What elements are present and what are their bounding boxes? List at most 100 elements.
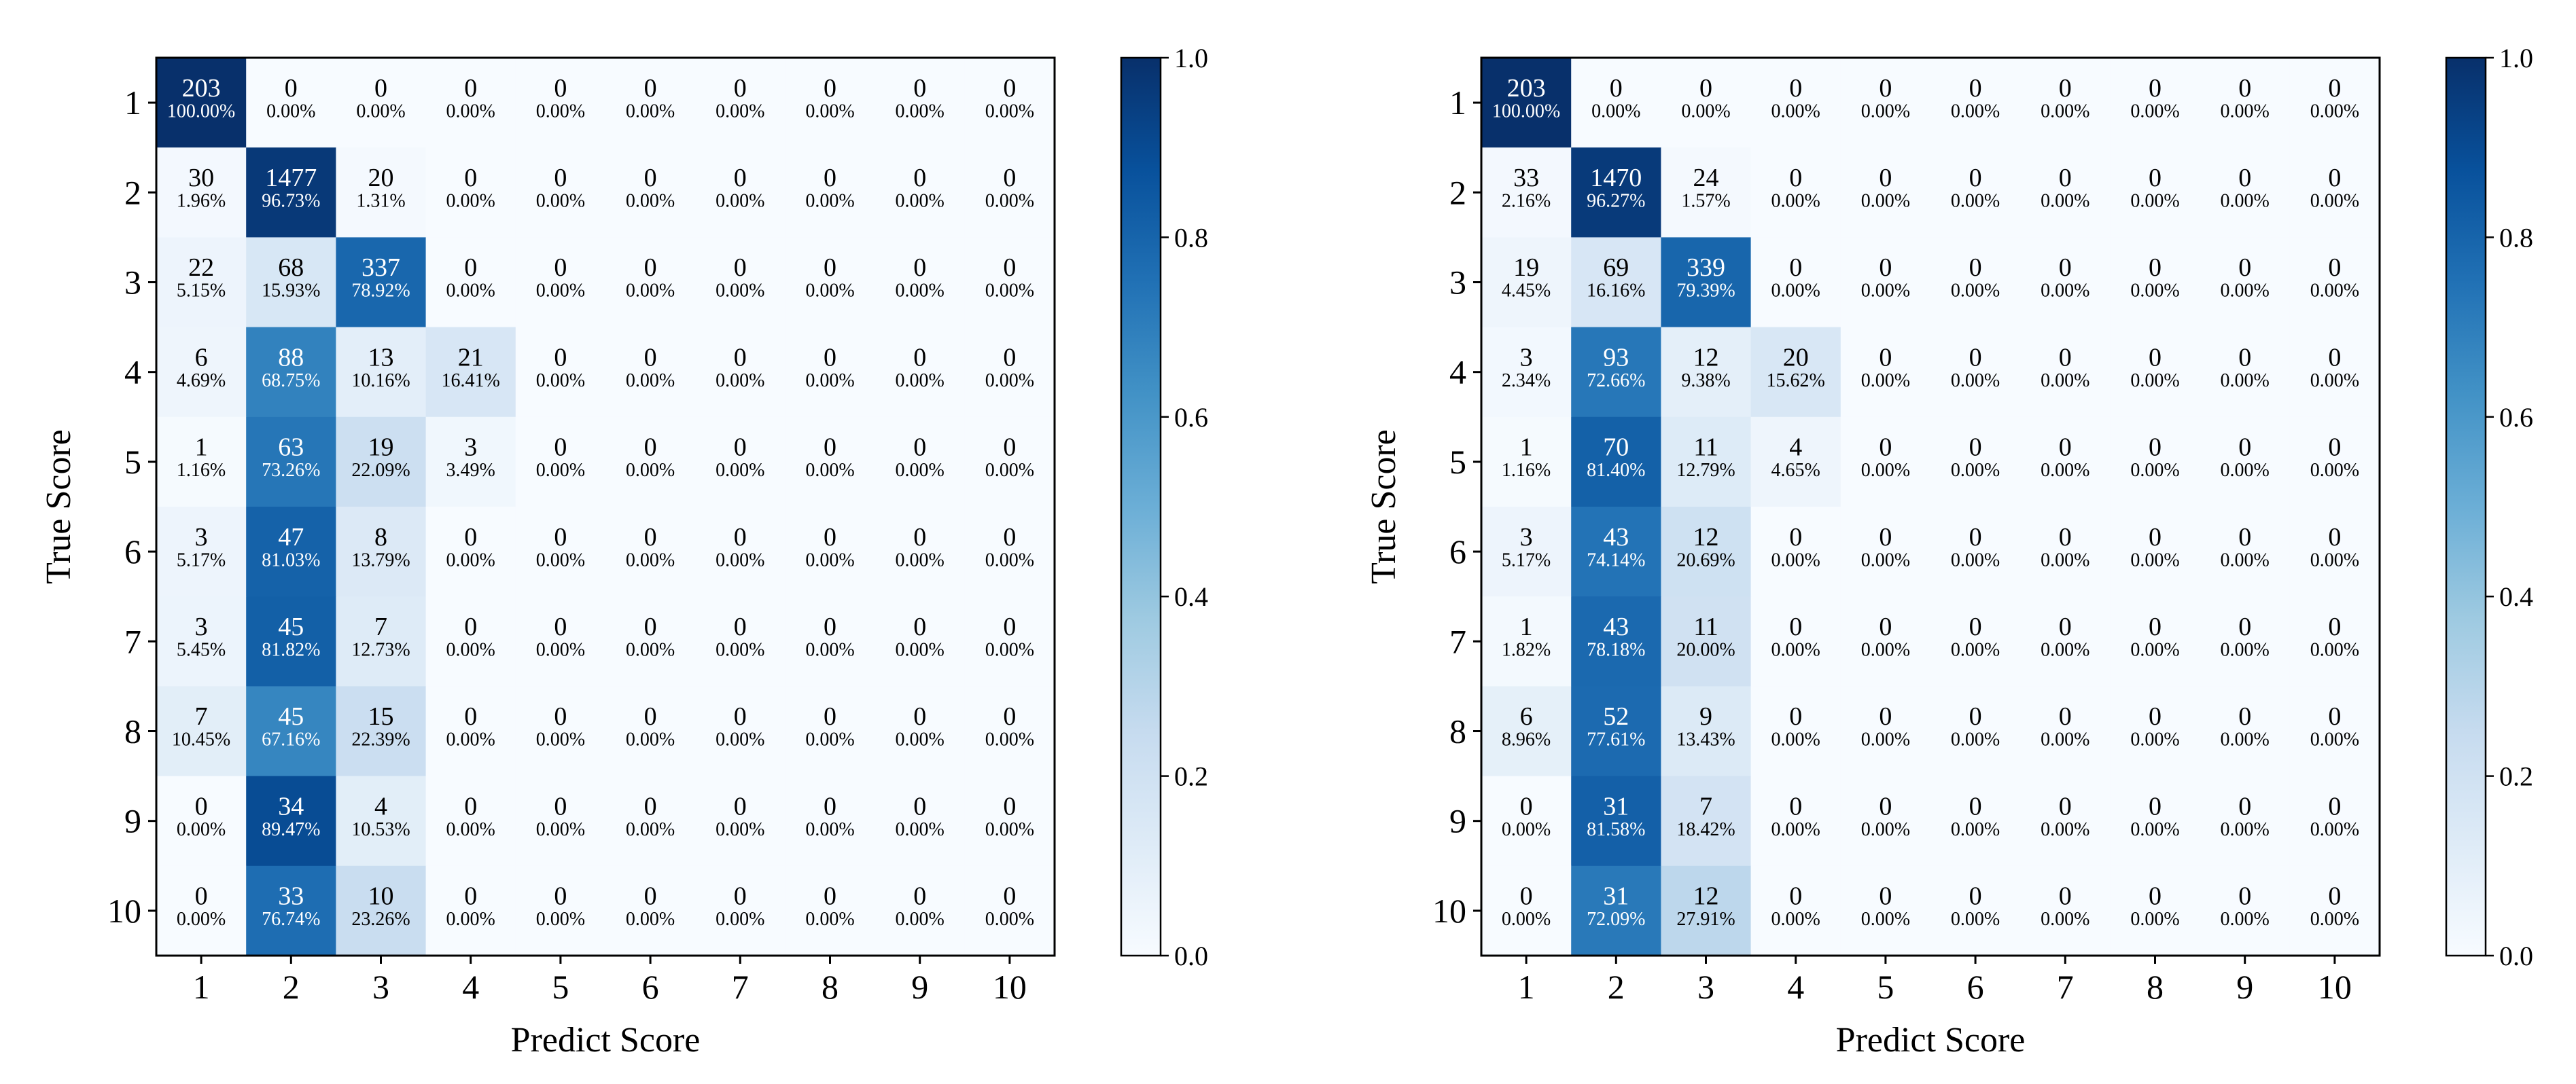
right-x-axis-title: Predict Score [1836,1021,2026,1060]
right-cell-percent-r1-c8: 0.00% [2130,101,2179,122]
left-cell-percent-r1-c1: 100.00% [167,101,235,122]
right-cell-percent-r1-c2: 0.00% [1591,101,1640,122]
left-colorbar-tick-label-2: 0.2 [1174,761,1208,792]
left-cell-r4-c3 [336,327,427,418]
right-cell-percent-r3-c3: 79.39% [1676,281,1735,302]
left-cell-r6-c5 [515,507,606,597]
right-cell-r4-c2 [1571,327,1661,418]
left-cell-r2-c9 [875,147,966,238]
right-cell-r7-c7 [2020,596,2111,687]
right-cell-r9-c4 [1750,776,1841,867]
left-cell-r8-c2 [246,686,336,777]
right-cell-percent-r8-c9: 0.00% [2221,729,2270,751]
left-cell-count-r5-c1: 1 [195,433,208,462]
right-cell-r3-c9 [2200,237,2291,328]
left-cell-count-r2-c7: 0 [734,164,747,192]
right-cell-count-r10-c4: 0 [1789,882,1802,911]
left-cell-r7-c4 [425,596,516,687]
left-cell-r7-c5 [515,596,606,687]
right-cell-count-r8-c7: 0 [2059,702,2072,731]
right-cell-count-r9-c10: 0 [2328,792,2341,820]
right-cell-count-r6-c1: 3 [1520,523,1533,552]
right-cell-r4-c4 [1750,327,1841,418]
right-cell-count-r5-c4: 4 [1789,433,1802,462]
right-cell-count-r2-c4: 0 [1789,164,1802,192]
right-cell-r2-c1 [1481,147,1572,238]
left-x-tick-label-3: 3 [372,968,389,1006]
right-cell-percent-r2-c7: 0.00% [2041,190,2089,211]
right-cell-r1-c6 [1930,58,2021,148]
left-cell-r5-c8 [785,416,876,507]
left-cell-percent-r5-c9: 0.00% [896,460,945,481]
left-cell-r8-c6 [605,686,696,777]
left-cell-count-r6-c10: 0 [1003,523,1016,552]
left-cell-percent-r10-c7: 0.00% [716,909,764,930]
left-cell-percent-r7-c5: 0.00% [536,639,585,660]
left-cell-percent-r6-c9: 0.00% [896,549,945,571]
left-cell-count-r1-c6: 0 [644,74,657,103]
right-cell-percent-r5-c4: 4.65% [1771,460,1820,481]
right-cell-count-r5-c10: 0 [2328,433,2341,462]
right-cell-count-r2-c2: 1470 [1590,164,1642,192]
left-cell-r1-c10 [964,58,1055,148]
left-cell-percent-r8-c8: 0.00% [805,729,854,751]
left-cell-percent-r1-c7: 0.00% [716,101,764,122]
right-cell-count-r10-c10: 0 [2328,882,2341,911]
left-cell-count-r10-c8: 0 [824,882,836,911]
right-cell-r10-c10 [2289,865,2380,956]
left-cell-percent-r7-c9: 0.00% [896,639,945,660]
right-x-tick-label-6: 6 [1967,968,1984,1006]
right-cell-percent-r9-c5: 0.00% [1861,819,1910,840]
right-cell-r5-c1 [1481,416,1572,507]
right-cell-percent-r2-c2: 96.27% [1587,190,1645,211]
left-cell-count-r8-c3: 15 [368,702,394,731]
left-cell-percent-r9-c5: 0.00% [536,819,585,840]
left-cell-count-r1-c10: 0 [1003,74,1016,103]
left-cell-percent-r7-c2: 81.82% [262,639,320,660]
right-cell-percent-r5-c5: 0.00% [1861,460,1910,481]
left-cell-r4-c7 [695,327,786,418]
left-cell-r8-c7 [695,686,786,777]
left-cell-count-r8-c10: 0 [1003,702,1016,731]
right-cell-count-r3-c8: 0 [2149,253,2162,282]
left-cell-percent-r10-c9: 0.00% [896,909,945,930]
right-cell-count-r3-c9: 0 [2238,253,2251,282]
left-cell-percent-r1-c3: 0.00% [356,101,405,122]
left-cell-percent-r9-c2: 89.47% [262,819,320,840]
left-cell-r7-c2 [246,596,336,687]
left-cell-count-r6-c1: 3 [195,523,208,552]
left-cell-percent-r3-c8: 0.00% [805,281,854,302]
left-cell-r7-c3 [336,596,427,687]
left-cell-count-r9-c5: 0 [554,792,567,820]
left-x-tick-label-7: 7 [732,968,749,1006]
right-cell-percent-r6-c3: 20.69% [1676,549,1735,571]
left-cell-r10-c3 [336,865,427,956]
right-cell-r8-c1 [1481,686,1572,777]
left-cell-r9-c9 [875,776,966,867]
right-cell-count-r10-c3: 12 [1693,882,1719,911]
right-cell-percent-r3-c7: 0.00% [2041,281,2089,302]
right-cell-percent-r7-c8: 0.00% [2130,639,2179,660]
right-cell-count-r5-c1: 1 [1520,433,1533,462]
left-cell-r9-c6 [605,776,696,867]
right-cell-r10-c1 [1481,865,1572,956]
right-cell-r3-c5 [1840,237,1931,328]
right-cell-r7-c9 [2200,596,2291,687]
right-cell-r4-c9 [2200,327,2291,418]
right-cell-count-r8-c2: 52 [1603,702,1629,731]
left-cell-r3-c5 [515,237,606,328]
right-cell-percent-r8-c4: 0.00% [1771,729,1820,751]
right-cell-percent-r1-c6: 0.00% [1951,101,2000,122]
right-cell-count-r9-c6: 0 [1969,792,1982,820]
right-cell-count-r4-c6: 0 [1969,343,1982,372]
right-cell-r10-c3 [1661,865,1752,956]
left-cell-count-r4-c4: 21 [458,343,484,372]
right-cell-percent-r4-c5: 0.00% [1861,370,1910,391]
right-cell-count-r9-c8: 0 [2149,792,2162,820]
right-cell-r7-c1 [1481,596,1572,687]
right-cell-percent-r4-c2: 72.66% [1587,370,1645,391]
right-cell-percent-r6-c2: 74.14% [1587,549,1645,571]
left-cell-count-r2-c3: 20 [368,164,394,192]
right-cell-count-r9-c1: 0 [1520,792,1533,820]
right-cell-count-r8-c3: 9 [1699,702,1712,731]
